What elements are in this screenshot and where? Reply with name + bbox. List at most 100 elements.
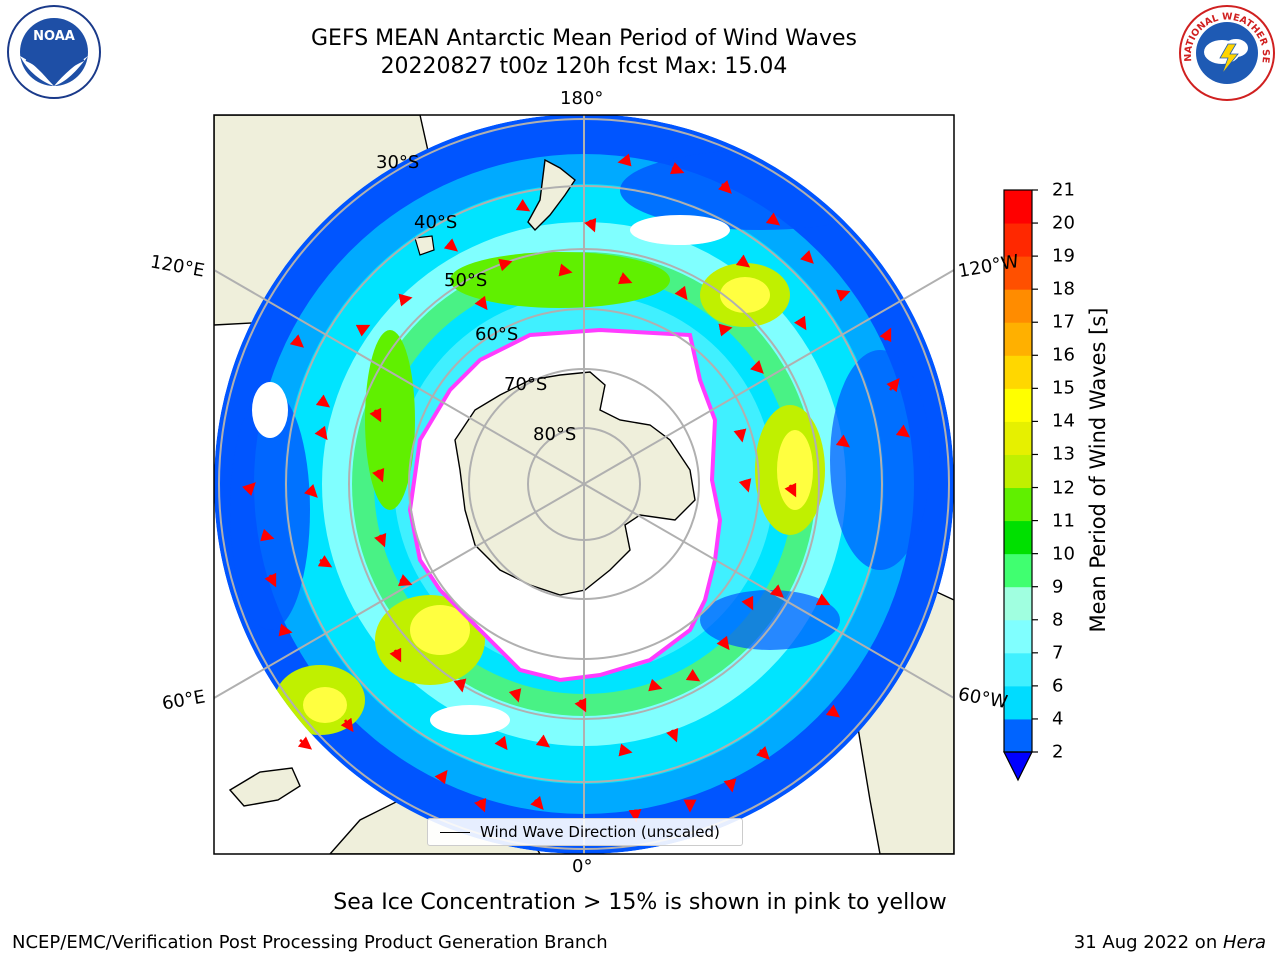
vector-arrow: [674, 285, 688, 301]
vector-arrow: [765, 212, 781, 226]
vector-arrow: [474, 295, 488, 311]
vector-arrow: [723, 778, 737, 793]
vector-arrow: [340, 717, 354, 733]
colorbar-tick-label: 6: [1052, 675, 1064, 697]
vector-arrow: [242, 482, 256, 496]
colorbar-segment: [1004, 190, 1032, 224]
colorbar-tick-label: 19: [1052, 245, 1075, 267]
vector-arrow: [584, 217, 597, 233]
vector-arrow: [397, 574, 413, 587]
vector-arrow: [718, 323, 733, 337]
vector-arrow: [389, 647, 402, 663]
vector-arrow: [314, 425, 328, 441]
vector-arrow: [835, 434, 851, 448]
vector-arrow: [434, 769, 448, 785]
vector-arrow: [264, 572, 277, 588]
vector-arrow: [530, 795, 544, 810]
vector-arrow: [825, 704, 841, 718]
vector-arrow: [317, 555, 333, 568]
vector-arrow: [494, 735, 508, 751]
vector-arrow: [355, 324, 371, 337]
vector-arrow: [886, 377, 900, 393]
footer-host: Hera: [1222, 932, 1266, 953]
vector-arrow: [398, 293, 413, 307]
map-legend: Wind Wave Direction (unscaled): [427, 818, 743, 846]
vector-arrow: [800, 250, 814, 264]
colorbar-segment: [1004, 454, 1032, 489]
vector-arrow: [669, 162, 685, 175]
colorbar-tick-label: 14: [1052, 410, 1075, 432]
colorbar-title: Mean Period of Wind Waves [s]: [1086, 307, 1110, 633]
vector-arrow: [508, 688, 522, 703]
lon-label-0: 0°: [572, 856, 593, 877]
lat-label-80s: 80°S: [533, 424, 577, 445]
vector-arrow: [453, 678, 467, 693]
chart-subtitle: 20220827 t00z 120h fcst Max: 15.04: [380, 54, 788, 79]
vector-arrow: [617, 272, 633, 285]
vector-arrow: [735, 254, 751, 268]
colorbar-segment: [1004, 421, 1032, 455]
vector-arrow: [535, 734, 551, 748]
legend-line-sample: [440, 831, 470, 833]
vector-arrow: [716, 635, 730, 651]
colorbar-tick-label: 21: [1052, 179, 1075, 201]
colorbar-tick-label: 9: [1052, 576, 1064, 598]
colorbar-tick-label: 2: [1052, 741, 1064, 763]
colorbar-segment: [1004, 718, 1032, 753]
vector-arrow: [498, 258, 513, 272]
vector-arrow: [879, 327, 892, 343]
lat-label-30s: 30°S: [376, 152, 420, 173]
lat-label-70s: 70°S: [504, 374, 548, 395]
vector-arrow: [666, 727, 679, 743]
footer-credit: NCEP/EMC/Verification Post Processing Pr…: [12, 932, 608, 953]
colorbar-tick-label: 15: [1052, 377, 1075, 399]
lat-label-40s: 40°S: [414, 212, 458, 233]
new-zealand: [527, 158, 576, 232]
vector-arrow: [738, 478, 752, 493]
vector-arrow: [289, 334, 304, 348]
vector-arrow: [895, 424, 911, 438]
colorbar-segment: [1004, 685, 1032, 720]
footer-date: 31 Aug 2022 on Hera: [1074, 932, 1266, 953]
colorbar-segment: [1004, 652, 1032, 687]
vector-arrow: [374, 532, 387, 548]
vector-arrow: [685, 668, 701, 682]
vector-arrow: [558, 263, 573, 277]
vector-arrow: [297, 736, 313, 750]
noaa-logo: NOAA: [7, 5, 101, 99]
vector-arrow: [741, 595, 754, 611]
vector-arrow: [784, 482, 797, 498]
colorbar-tick-label: 13: [1052, 443, 1075, 465]
colorbar-segment: [1004, 223, 1032, 257]
tasmania: [414, 235, 435, 256]
colorbar-extend-triangle: [1003, 751, 1033, 782]
map-canvas: [214, 115, 954, 854]
colorbar-segment: [1004, 586, 1032, 621]
colorbar-tick-label: 10: [1052, 543, 1075, 565]
vector-arrow: [618, 743, 633, 757]
vector-arrow: [515, 198, 531, 212]
vector-arrow: [750, 360, 764, 374]
vector-arrow: [815, 593, 831, 606]
vector-arrow: [278, 623, 293, 637]
colorbar-tick-label: 12: [1052, 477, 1075, 499]
colorbar-tick-label: 7: [1052, 642, 1064, 664]
vector-arrow: [474, 797, 487, 813]
vector-arrow: [369, 407, 382, 423]
colorbar-outline: [1003, 189, 1033, 753]
vector-arrow: [793, 315, 807, 331]
colorbar-tick-label: 11: [1052, 510, 1075, 532]
vector-arrow: [769, 584, 784, 598]
graticule: [214, 115, 954, 854]
colorbar-segment: [1004, 553, 1032, 588]
colorbar-tick-label: 16: [1052, 344, 1075, 366]
vector-arrow: [372, 467, 385, 483]
colorbar-tick-label: 4: [1052, 708, 1064, 730]
colorbar-segment: [1004, 256, 1032, 290]
vector-arrow: [648, 678, 663, 692]
meridian-60e-120w: [214, 269, 954, 699]
colorbar-segment: [1004, 322, 1032, 356]
colorbar-segment: [1004, 355, 1032, 389]
